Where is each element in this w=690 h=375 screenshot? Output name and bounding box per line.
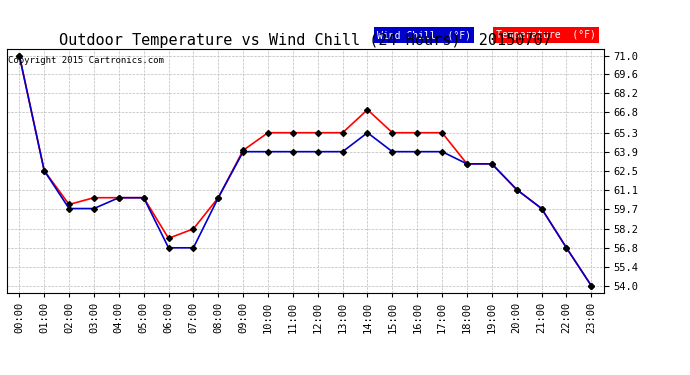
Text: Copyright 2015 Cartronics.com: Copyright 2015 Cartronics.com bbox=[8, 56, 164, 65]
Text: Wind Chill  (°F): Wind Chill (°F) bbox=[377, 30, 471, 40]
Title: Outdoor Temperature vs Wind Chill (24 Hours)  20150707: Outdoor Temperature vs Wind Chill (24 Ho… bbox=[59, 33, 552, 48]
Text: Temperature  (°F): Temperature (°F) bbox=[496, 30, 596, 40]
